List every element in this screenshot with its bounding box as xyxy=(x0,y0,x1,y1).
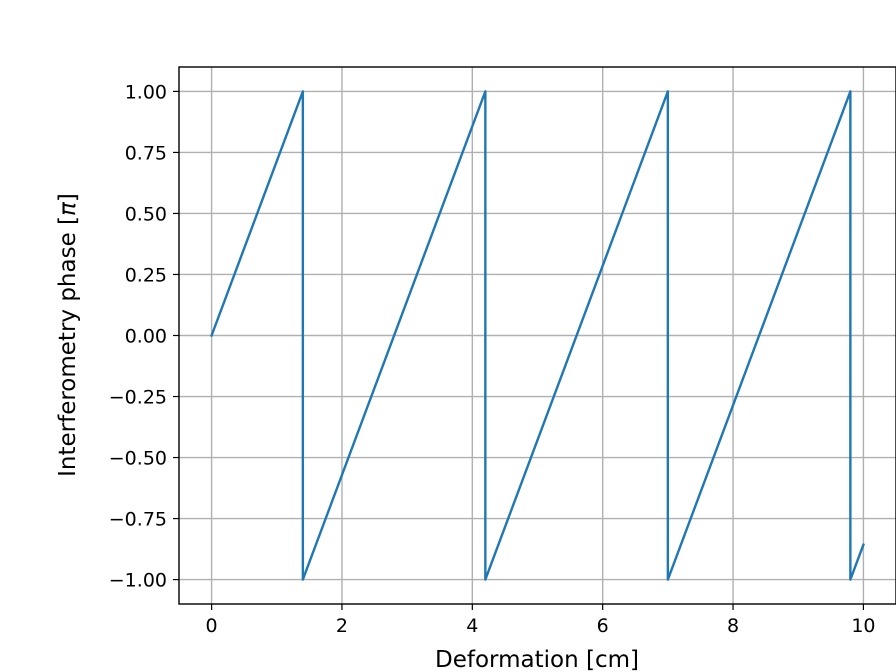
x-tick-label: 0 xyxy=(206,615,218,637)
x-tick-label: 2 xyxy=(336,615,348,637)
series-line xyxy=(210,90,865,581)
x-tick-label: 10 xyxy=(851,615,875,637)
y-tick-label: −0.25 xyxy=(109,387,167,409)
y-axis-label-pi: π xyxy=(55,201,81,216)
y-axis-label-end: ] xyxy=(55,193,81,202)
y-tick-label: −1.00 xyxy=(109,570,167,592)
grid-layer xyxy=(179,67,896,604)
y-tick-label: 0.25 xyxy=(125,264,167,286)
x-axis-label: Deformation [cm] xyxy=(435,647,639,672)
series-layer xyxy=(210,90,865,581)
y-tick-label: 0.75 xyxy=(125,142,167,164)
y-axis-label: Interferometry phase [π] xyxy=(55,193,81,477)
x-tick-label: 8 xyxy=(727,615,739,637)
y-tick-label: −0.50 xyxy=(109,448,167,470)
tick-layer xyxy=(173,90,865,610)
label-layer: 0 2 4 6 8 10 1.00 0.75 0.50 0.25 0.00 −0.25 −0.50 −0.… xyxy=(109,81,876,637)
y-tick-label: −0.75 xyxy=(109,509,167,531)
x-tick-label: 6 xyxy=(597,615,609,637)
y-tick-label: 1.00 xyxy=(125,81,167,103)
y-axis-label-main: Interferometry phase [ xyxy=(55,216,81,477)
x-tick-label: 4 xyxy=(466,615,478,637)
y-tick-label: 0.00 xyxy=(125,326,167,348)
y-tick-label: 0.50 xyxy=(125,203,167,225)
